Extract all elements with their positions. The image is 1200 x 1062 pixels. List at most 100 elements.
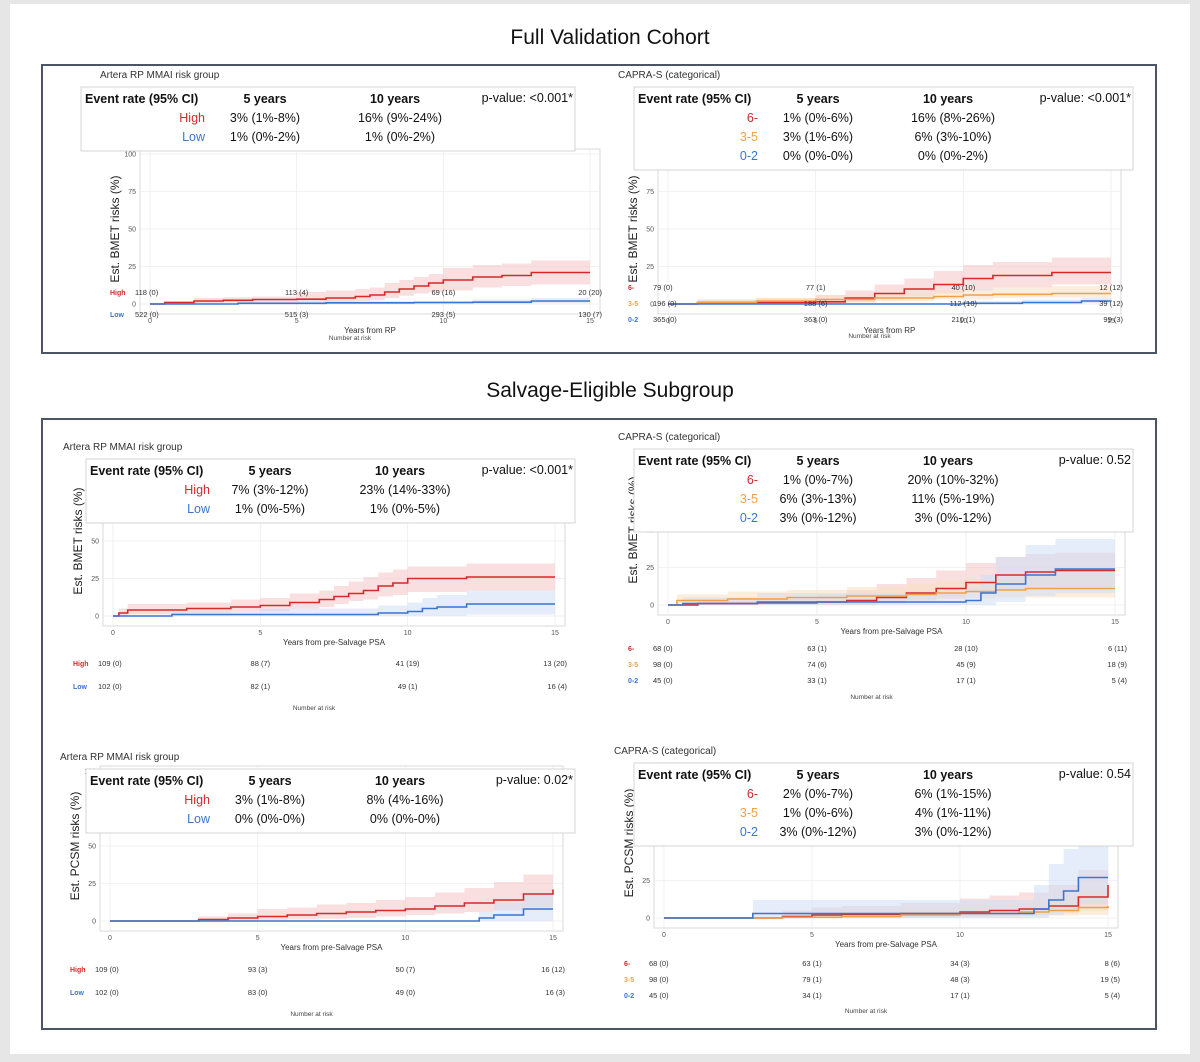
x-tick-label: 10	[439, 318, 447, 325]
risk-count: 74 (6)	[807, 660, 827, 669]
risk-count: 5 (4)	[1112, 676, 1128, 685]
ci-band-High	[113, 563, 555, 616]
table-5yr-3-5: 1% (0%-6%)	[783, 806, 853, 820]
x-tick-label: 5	[810, 932, 814, 939]
x-tick-label: 10	[962, 619, 970, 626]
p-value: p-value: <0.001*	[482, 91, 574, 105]
risk-table-title: Number at risk	[845, 1008, 888, 1015]
risk-count: 50 (7)	[396, 965, 416, 974]
risk-group-6-: 6-	[628, 646, 635, 653]
table-5yr-3-5: 3% (1%-6%)	[783, 130, 853, 144]
km-chart-fv-capra: CAPRA-S (categorical)0510150255075100Yea…	[618, 70, 1134, 340]
risk-count: 19 (5)	[1100, 975, 1120, 984]
table-5yr-0-2: 0% (0%-0%)	[783, 149, 853, 163]
risk-table-title: Number at risk	[850, 694, 893, 701]
risk-group-0-2: 0-2	[628, 678, 638, 685]
table-group-6-: 6-	[747, 111, 758, 125]
km-curve-0-2	[668, 300, 1111, 305]
table-group-6-: 6-	[747, 787, 758, 801]
section-title-salvage-eligible: Salvage-Eligible Subgroup	[486, 379, 734, 402]
risk-group-High: High	[73, 661, 89, 668]
p-value: p-value: <0.001*	[1040, 91, 1132, 105]
risk-count: 69 (16)	[431, 288, 455, 297]
risk-count: 16 (4)	[547, 682, 567, 691]
section-title-full-validation: Full Validation Cohort	[510, 26, 710, 49]
table-group-High: High	[184, 793, 210, 807]
table-10yr-0-2: 3% (0%-12%)	[914, 825, 991, 839]
x-tick-label: 15	[586, 318, 594, 325]
risk-count: 82 (1)	[251, 682, 271, 691]
x-tick-label: 0	[148, 318, 152, 325]
risk-count: 45 (0)	[653, 676, 673, 685]
x-axis-label: Years from pre-Salvage PSA	[841, 627, 944, 636]
risk-count: 109 (0)	[95, 965, 119, 974]
table-5yr-0-2: 3% (0%-12%)	[779, 511, 856, 525]
km-curve-3-5	[668, 587, 1115, 606]
ci-band-High	[110, 868, 553, 921]
y-tick-label: 50	[91, 539, 99, 546]
risk-count: 16 (12)	[541, 965, 565, 974]
chart-title: Artera RP MMAI risk group	[100, 70, 220, 81]
table-header-5-years: 5 years	[796, 92, 839, 106]
chart-title: Artera RP MMAI risk group	[60, 752, 180, 763]
x-tick-label: 0	[111, 630, 115, 637]
risk-count: 16 (3)	[545, 988, 565, 997]
risk-count: 77 (1)	[806, 283, 826, 292]
table-group-Low: Low	[187, 502, 211, 516]
table-group-3-5: 3-5	[740, 130, 758, 144]
x-tick-label: 5	[295, 318, 299, 325]
x-tick-label: 0	[666, 619, 670, 626]
table-group-0-2: 0-2	[740, 149, 758, 163]
y-tick-label: 75	[646, 189, 654, 196]
chart-title: CAPRA-S (categorical)	[614, 746, 716, 757]
risk-count: 13 (20)	[543, 659, 567, 668]
table-header-label: Event rate (95% CI)	[638, 768, 751, 782]
table-10yr-Low: 1% (0%-2%)	[365, 130, 435, 144]
event-rate-table	[85, 768, 576, 834]
table-header-label: Event rate (95% CI)	[638, 454, 751, 468]
risk-count: 34 (1)	[802, 991, 822, 1000]
risk-count: 12 (12)	[1099, 283, 1123, 292]
risk-count: 17 (1)	[950, 991, 970, 1000]
risk-count: 41 (19)	[396, 659, 420, 668]
table-header-label: Event rate (95% CI)	[85, 92, 198, 106]
y-tick-label: 0	[650, 603, 654, 610]
table-10yr-6-: 6% (1%-15%)	[914, 787, 991, 801]
risk-count: 93 (3)	[248, 965, 268, 974]
risk-count: 88 (7)	[251, 659, 271, 668]
km-curve-High	[110, 889, 554, 922]
km-curve-0-2	[668, 568, 1115, 606]
table-group-Low: Low	[187, 812, 211, 826]
risk-count: 98 (0)	[649, 975, 669, 984]
km-curve-Low	[150, 300, 590, 305]
table-group-0-2: 0-2	[740, 511, 758, 525]
risk-count: 98 (0)	[653, 660, 673, 669]
table-5yr-Low: 1% (0%-2%)	[230, 130, 300, 144]
x-tick-label: 10	[959, 318, 967, 325]
y-axis-label: Est. PCSM risks (%)	[622, 789, 636, 898]
risk-group-Low: Low	[110, 312, 125, 319]
risk-count: 113 (4)	[285, 288, 309, 297]
km-curve-0-2	[664, 876, 1108, 919]
table-group-High: High	[179, 111, 205, 125]
risk-count: 63 (1)	[802, 959, 822, 968]
km-curve-6-	[668, 271, 1111, 305]
risk-count: 293 (5)	[431, 310, 455, 319]
km-curve-6-	[664, 885, 1109, 919]
event-rate-table	[633, 762, 1134, 847]
risk-count: 6 (11)	[1108, 644, 1128, 653]
risk-count: 83 (0)	[248, 988, 268, 997]
ci-band-0-2	[668, 539, 1115, 605]
y-tick-label: 25	[91, 576, 99, 583]
risk-count: 49 (1)	[398, 682, 418, 691]
risk-count: 28 (10)	[954, 644, 978, 653]
risk-table-title: Number at risk	[848, 333, 891, 340]
table-header-10-years: 10 years	[923, 768, 973, 782]
risk-count: 79 (1)	[802, 975, 822, 984]
x-axis-label: Years from pre-Salvage PSA	[281, 943, 384, 952]
risk-count: 63 (1)	[807, 644, 827, 653]
y-tick-label: 75	[128, 189, 136, 196]
table-5yr-Low: 1% (0%-5%)	[235, 502, 305, 516]
table-header-10-years: 10 years	[370, 92, 420, 106]
risk-group-Low: Low	[73, 684, 88, 691]
